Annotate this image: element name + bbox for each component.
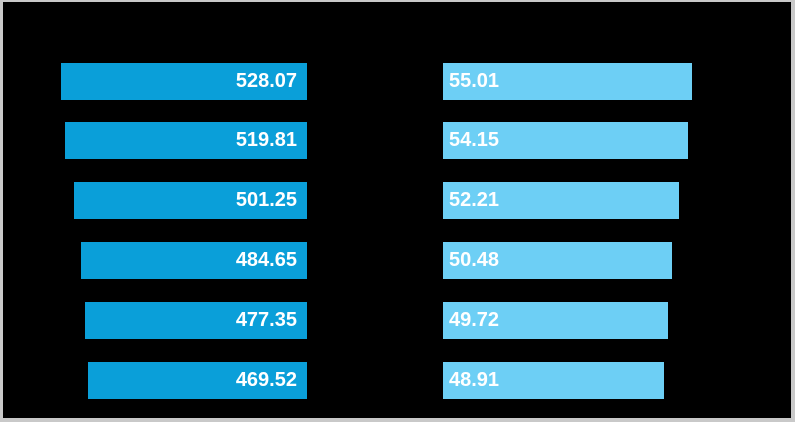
left-bar: 528.07 [61,63,307,100]
bar-value-label: 54.15 [449,129,500,151]
left-bar: 484.65 [81,242,307,279]
right-bar: 50.48 [443,242,672,279]
right-bar: 48.91 [443,362,665,399]
bar-value-label: 477.35 [235,309,297,331]
right-bar: 52.21 [443,182,680,219]
bar-value-label: 501.25 [235,189,297,211]
bar-value-label: 55.01 [449,70,500,92]
right-bar: 55.01 [443,63,692,100]
bar-value-label: 528.07 [235,70,297,92]
right-bar: 54.15 [443,122,689,159]
left-bar: 477.35 [84,302,307,339]
left-bar: 469.52 [88,362,307,399]
bar-value-label: 52.21 [449,189,500,211]
right-bar: 49.72 [443,302,669,339]
bar-value-label: 50.48 [449,249,500,271]
chart-canvas: 528.07 519.81 501.25 484.65 477.35 469.52 55.0… [3,2,791,418]
left-bar: 501.25 [73,182,307,219]
bar-value-label: 469.52 [235,369,297,391]
bar-value-label: 484.65 [235,249,297,271]
bar-value-label: 48.91 [449,369,500,391]
bar-value-label: 49.72 [449,309,500,331]
left-bar: 519.81 [64,122,307,159]
bar-value-label: 519.81 [235,129,297,151]
